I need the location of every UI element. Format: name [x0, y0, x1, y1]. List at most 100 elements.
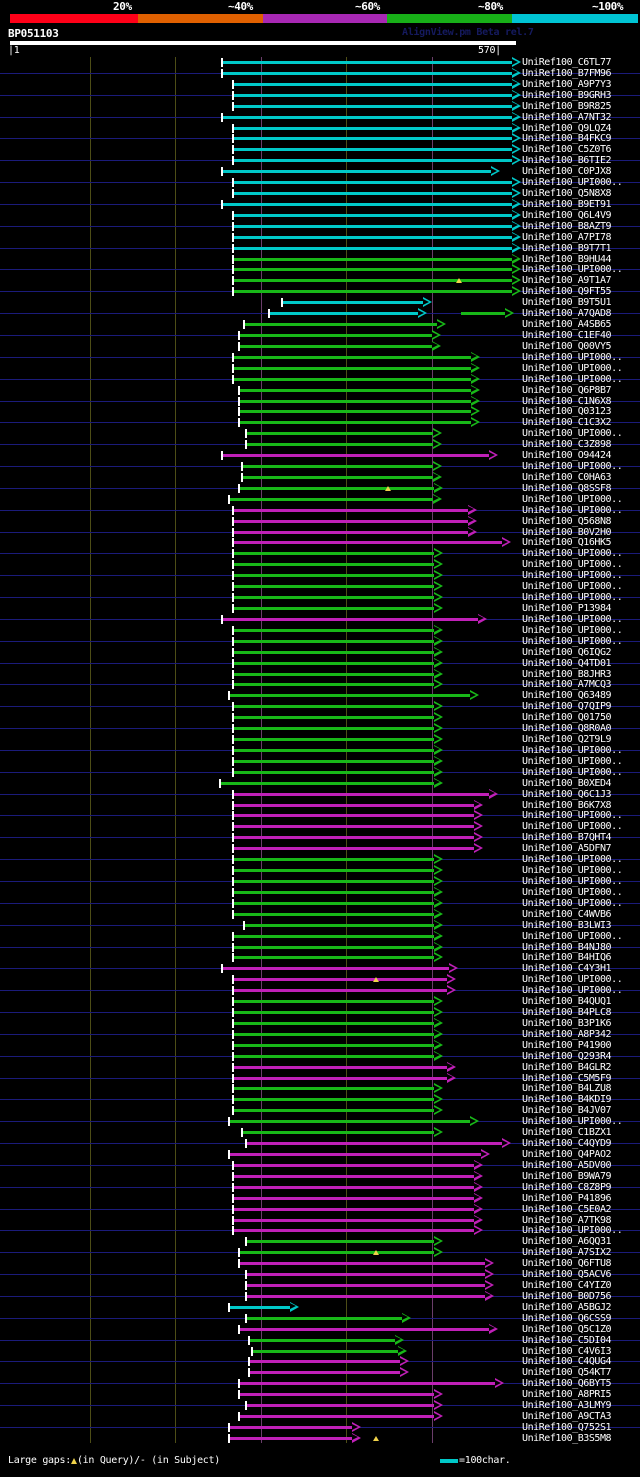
hit-label[interactable]: UniRef100_UPI000..: [522, 974, 623, 986]
hit-bar[interactable]: [234, 858, 434, 862]
hit-label[interactable]: UniRef100_UPI000..: [522, 504, 623, 516]
hit-bar[interactable]: [234, 137, 512, 141]
hit-label[interactable]: UniRef100_B3LWI3: [522, 919, 612, 931]
hit-label[interactable]: UniRef100_Q8R0A0: [522, 723, 612, 735]
hit-bar[interactable]: [234, 268, 512, 272]
hit-row[interactable]: UniRef100_Q568N8: [0, 515, 640, 527]
hit-row[interactable]: UniRef100_Q4PAO2: [0, 1149, 640, 1160]
hit-bar[interactable]: [234, 93, 512, 97]
hit-row[interactable]: UniRef100_B4GLR2: [0, 1061, 640, 1073]
hit-bar[interactable]: [240, 486, 434, 490]
hit-label[interactable]: UniRef100_Q6BYT5: [522, 1378, 612, 1390]
hit-label[interactable]: UniRef100_C5DI04: [522, 1334, 612, 1346]
hit-row[interactable]: UniRef100_Q6CSS9: [0, 1312, 640, 1324]
hit-label[interactable]: UniRef100_B9GRH3: [522, 89, 612, 101]
hit-label[interactable]: UniRef100_B0V2H0: [522, 526, 612, 538]
hit-row[interactable]: UniRef100_C0PJX8: [0, 166, 640, 177]
hit-bar[interactable]: [234, 1021, 434, 1025]
hit-row[interactable]: UniRef100_C4WVB6: [0, 908, 640, 920]
hit-bar[interactable]: [243, 1131, 434, 1135]
hit-row[interactable]: UniRef100_UPI000..: [0, 264, 640, 275]
hit-bar[interactable]: [234, 585, 434, 589]
hit-bar[interactable]: [234, 279, 512, 283]
hit-bar[interactable]: [234, 159, 512, 163]
hit-label[interactable]: UniRef100_Q9FT55: [522, 286, 612, 298]
hit-row[interactable]: UniRef100_UPI000..: [0, 865, 640, 876]
hit-row[interactable]: UniRef100_Q6L4V9: [0, 209, 640, 221]
hit-bar[interactable]: [234, 1098, 434, 1102]
hit-row[interactable]: UniRef100_UPI000..: [0, 548, 640, 559]
hit-label[interactable]: UniRef100_B4NJ80: [522, 941, 612, 953]
hit-label[interactable]: UniRef100_UPI000..: [522, 810, 623, 822]
hit-label[interactable]: UniRef100_B6TIE2: [522, 155, 612, 167]
hit-label[interactable]: UniRef100_C3Z898: [522, 439, 612, 451]
hit-row[interactable]: UniRef100_Q63489: [0, 690, 640, 701]
hit-label[interactable]: UniRef100_B9ET91: [522, 198, 612, 210]
hit-bar[interactable]: [234, 563, 434, 567]
hit-row[interactable]: UniRef100_B0V2H0: [0, 526, 640, 538]
hit-bar[interactable]: [247, 1142, 502, 1146]
hit-bar[interactable]: [250, 1338, 395, 1342]
hit-row[interactable]: UniRef100_UPI000..: [0, 461, 640, 472]
hit-row[interactable]: UniRef100_P13984: [0, 603, 640, 614]
hit-label[interactable]: UniRef100_Q5ACV6: [522, 1269, 612, 1281]
hit-label[interactable]: UniRef100_Q6P8B7: [522, 384, 612, 396]
hit-label[interactable]: UniRef100_B4KDI9: [522, 1094, 612, 1106]
hit-bar[interactable]: [240, 344, 432, 348]
hit-bar[interactable]: [240, 410, 471, 414]
hit-row[interactable]: UniRef100_A7PI78: [0, 231, 640, 243]
hit-bar[interactable]: [240, 1382, 495, 1386]
hit-label[interactable]: UniRef100_B4GLR2: [522, 1061, 612, 1073]
hit-bar[interactable]: [223, 967, 449, 971]
hit-label[interactable]: UniRef100_Q4TD01: [522, 657, 612, 669]
hit-row[interactable]: UniRef100_B0XED4: [0, 777, 640, 789]
hit-label[interactable]: UniRef100_A8PRI5: [522, 1389, 612, 1401]
hit-label[interactable]: UniRef100_B7FM96: [522, 67, 612, 79]
hit-bar[interactable]: [247, 1294, 485, 1298]
hit-label[interactable]: UniRef100_A3LMY9: [522, 1400, 612, 1412]
hit-bar[interactable]: [230, 497, 433, 501]
hit-label[interactable]: UniRef100_UPI000..: [522, 624, 623, 636]
hit-bar[interactable]: [283, 301, 423, 305]
hit-bar[interactable]: [247, 1316, 402, 1320]
hit-label[interactable]: UniRef100_Q2T9L9: [522, 734, 612, 746]
hit-label[interactable]: UniRef100_A7TK98: [522, 1214, 612, 1226]
hit-row[interactable]: UniRef100_B4HIQ6: [0, 952, 640, 963]
hit-label[interactable]: UniRef100_Q752S1: [522, 1422, 612, 1433]
hit-row[interactable]: UniRef100_C1N6X8: [0, 395, 640, 407]
hit-label[interactable]: UniRef100_Q568N8: [522, 515, 612, 527]
hit-label[interactable]: UniRef100_A6QQ31: [522, 1236, 612, 1248]
hit-row[interactable]: UniRef100_UPI000..: [0, 362, 640, 374]
hit-row[interactable]: UniRef100_O94424: [0, 450, 640, 461]
hit-row[interactable]: UniRef100_Q2T9L9: [0, 734, 640, 745]
hit-bar[interactable]: [234, 126, 512, 130]
hit-row[interactable]: UniRef100_UPI000..: [0, 351, 640, 363]
hit-label[interactable]: UniRef100_Q6CSS9: [522, 1312, 612, 1324]
hit-label[interactable]: UniRef100_Q5C1Z0: [522, 1323, 612, 1335]
hit-label[interactable]: UniRef100_A5DFN7: [522, 843, 612, 855]
hit-label[interactable]: UniRef100_A7QAD8: [522, 308, 612, 320]
hit-row[interactable]: UniRef100_B9GRH3: [0, 89, 640, 101]
hit-bar[interactable]: [234, 705, 434, 709]
hit-bar[interactable]: [234, 1043, 434, 1047]
hit-label[interactable]: UniRef100_UPI000..: [522, 886, 623, 898]
hit-row[interactable]: UniRef100_Q01750: [0, 712, 640, 723]
hit-row[interactable]: UniRef100_A7TK98: [0, 1214, 640, 1226]
hit-label[interactable]: UniRef100_B9WA79: [522, 1170, 612, 1182]
hit-row[interactable]: UniRef100_UPI000..: [0, 897, 640, 909]
hit-bar[interactable]: [240, 421, 471, 425]
hit-bar[interactable]: [247, 1404, 434, 1408]
hit-label[interactable]: UniRef100_Q6IQG2: [522, 646, 612, 658]
hit-bar[interactable]: [234, 661, 434, 665]
hit-row[interactable]: UniRef100_Q752S1: [0, 1422, 640, 1433]
hit-label[interactable]: UniRef100_B9T5U1: [522, 297, 612, 309]
hit-bar[interactable]: [221, 781, 434, 785]
hit-row[interactable]: UniRef100_A5DFN7: [0, 843, 640, 854]
hit-label[interactable]: UniRef100_C4YIZ0: [522, 1280, 612, 1292]
hit-label[interactable]: UniRef100_C4WVB6: [522, 908, 612, 920]
hit-label[interactable]: UniRef100_UPI000..: [522, 1225, 623, 1237]
hit-label[interactable]: UniRef100_UPI000..: [522, 821, 623, 833]
hit-label[interactable]: UniRef100_UPI000..: [522, 930, 623, 942]
hit-label[interactable]: UniRef100_Q6L4V9: [522, 209, 612, 221]
hit-row[interactable]: UniRef100_UPI000..: [0, 744, 640, 756]
